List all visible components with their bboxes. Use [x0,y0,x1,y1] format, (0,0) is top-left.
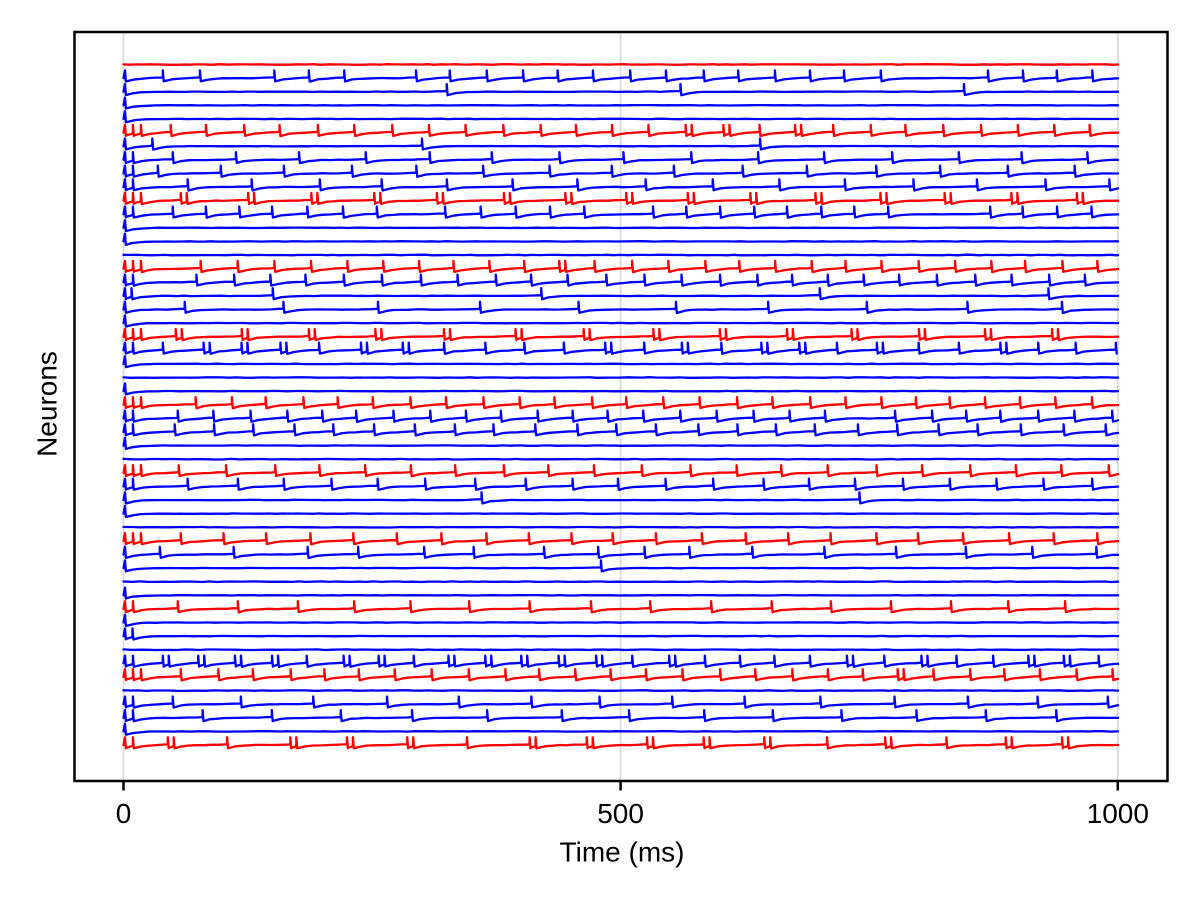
svg-text:1000: 1000 [1087,798,1149,829]
svg-text:Time (ms): Time (ms) [560,837,685,868]
svg-text:500: 500 [597,798,644,829]
svg-text:0: 0 [116,798,132,829]
svg-text:Neurons: Neurons [31,351,62,457]
